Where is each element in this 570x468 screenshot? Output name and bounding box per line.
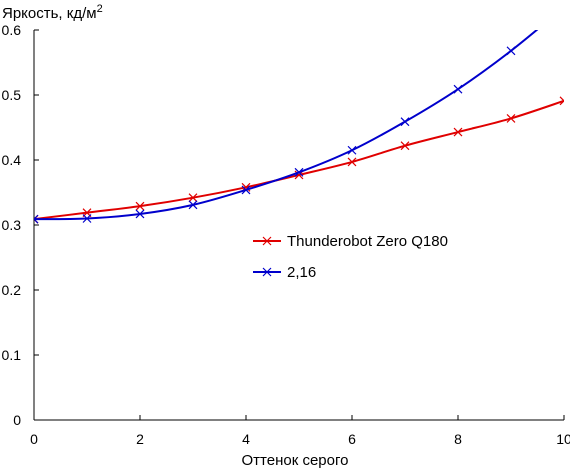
data-point-marker [453, 84, 463, 94]
data-point-marker [294, 167, 304, 177]
y-tick-label: 0.4 [2, 152, 22, 168]
x-axis-title: Оттенок серого [242, 452, 349, 468]
x-tick-label: 0 [30, 431, 38, 447]
legend-label: 2,16 [287, 264, 316, 281]
data-point-marker [347, 157, 357, 167]
data-point-marker [347, 145, 357, 155]
legend: Thunderobot Zero Q180 2,16 [253, 233, 448, 281]
legend-item: Thunderobot Zero Q180 [253, 233, 448, 250]
legend-label: Thunderobot Zero Q180 [287, 233, 448, 250]
data-point-marker [400, 141, 410, 151]
y-tick-label: 0 [13, 412, 21, 428]
data-point-marker [188, 193, 198, 203]
x-tick-label: 2 [136, 431, 144, 447]
data-point-marker [82, 214, 92, 223]
data-point-marker [453, 127, 463, 137]
x-tick-label: 10 [556, 431, 570, 447]
data-point-marker [188, 200, 198, 210]
series-line [34, 99, 564, 221]
data-point-marker [559, 96, 564, 106]
data-point-marker [135, 209, 145, 219]
y-axis-title-main: Яркость, кд/м [2, 5, 97, 22]
y-tick-label: 0.1 [2, 347, 22, 363]
y-tick-label: 0.5 [2, 87, 22, 103]
legend-marker [262, 236, 272, 246]
y-tick-label: 0.3 [2, 217, 22, 233]
y-tick-label: 0.6 [2, 22, 22, 38]
legend-item: 2,16 [253, 264, 316, 281]
axes: 0 0.1 0.2 0.3 0.4 0.5 0.6 0 2 4 6 8 10 [2, 22, 570, 447]
data-point-marker [506, 46, 516, 56]
data-point-marker [135, 201, 145, 211]
y-axis-title-superscript: 2 [97, 3, 103, 15]
data-point-marker [506, 113, 516, 123]
x-tick-label: 4 [242, 431, 250, 447]
series-1 [34, 96, 564, 224]
series-layer [34, 30, 564, 224]
data-point-marker [241, 185, 251, 195]
x-tick-label: 8 [454, 431, 462, 447]
y-axis-title: Яркость, кд/м2 [2, 3, 103, 22]
series-line [34, 30, 539, 221]
series-2 [34, 30, 539, 224]
legend-marker [262, 267, 272, 277]
y-tick-label: 0.2 [2, 282, 22, 298]
x-tick-label: 6 [348, 431, 356, 447]
data-point-marker [400, 117, 410, 127]
data-point-marker [34, 214, 39, 224]
